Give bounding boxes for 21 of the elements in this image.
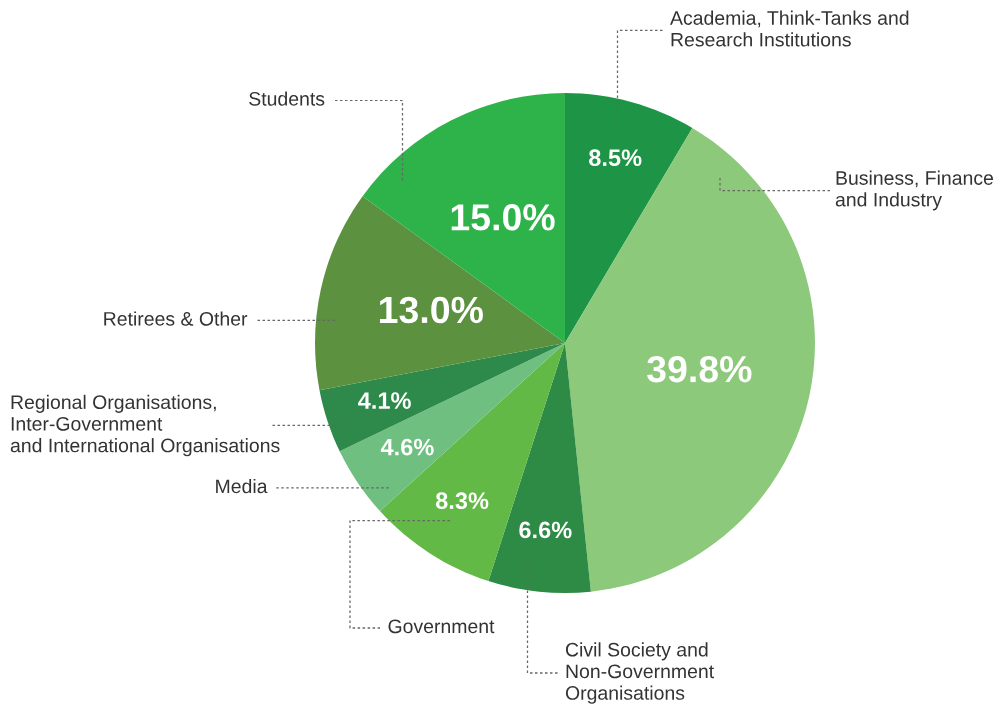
- data-label: 6.6%: [519, 521, 572, 539]
- data-label: 15.0%: [451, 204, 555, 231]
- data-label: 8.5%: [589, 149, 642, 167]
- slice-label: Students: [249, 91, 325, 106]
- slice-label: Government: [388, 619, 495, 634]
- pie-slice: [362, 93, 565, 343]
- data-label: 13.0%: [379, 296, 483, 324]
- data-label: 8.3%: [435, 492, 489, 510]
- pie-slice: [565, 93, 693, 343]
- slice-label: Business, Finance and Industry: [835, 170, 994, 211]
- pie-slice: [339, 343, 565, 512]
- slice-label: Regional Organisations, Inter-Government and International Organisations: [10, 394, 280, 457]
- slice-label: Academia, Think-Tanks and Research Institutions: [670, 10, 909, 47]
- slice-label: Media: [216, 478, 268, 494]
- pie-slice: [315, 196, 565, 391]
- data-label: 4.1%: [358, 392, 411, 409]
- pie-slice: [488, 343, 591, 593]
- slice-label: Retirees & Other: [104, 311, 248, 326]
- data-label: 39.8%: [647, 355, 752, 383]
- data-label: 4.6%: [380, 438, 434, 456]
- slice-label: Civil Society and Non-Government Organisations: [565, 642, 714, 704]
